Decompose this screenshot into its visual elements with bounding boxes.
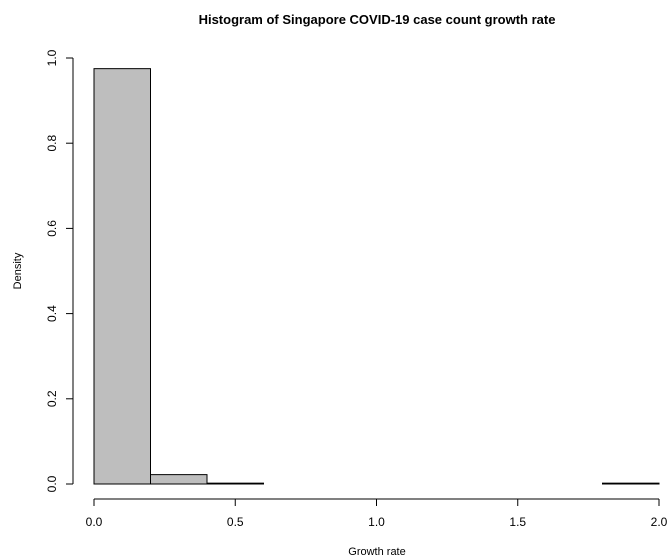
histogram-bar (602, 482, 660, 485)
x-tick-label: 1.0 (368, 515, 385, 529)
x-tick-label: 2.0 (651, 515, 668, 529)
x-axis-label: Growth rate (348, 546, 405, 558)
y-tick-label: 0.8 (45, 135, 59, 152)
y-axis-label: Density (12, 252, 24, 289)
y-tick-label: 0.4 (45, 305, 59, 322)
x-tick-label: 0.0 (86, 515, 103, 529)
y-tick-label: 0.2 (45, 390, 59, 407)
histogram-bar (150, 474, 208, 485)
y-tick-label: 1.0 (45, 49, 59, 66)
y-tick-label: 0.6 (45, 220, 59, 237)
histogram-bar (93, 68, 151, 485)
x-axis: 0.0 0.5 1.0 1.5 2.0 (86, 498, 668, 529)
histogram-bar (206, 482, 264, 485)
x-tick-label: 0.5 (227, 515, 244, 529)
histogram-bars (93, 68, 660, 485)
y-tick-label: 0.0 (45, 475, 59, 492)
y-axis: 0.0 0.2 0.4 0.6 0.8 1.0 (45, 49, 74, 492)
x-tick-label: 1.5 (509, 515, 526, 529)
chart-title: Histogram of Singapore COVID-19 case cou… (199, 12, 556, 27)
